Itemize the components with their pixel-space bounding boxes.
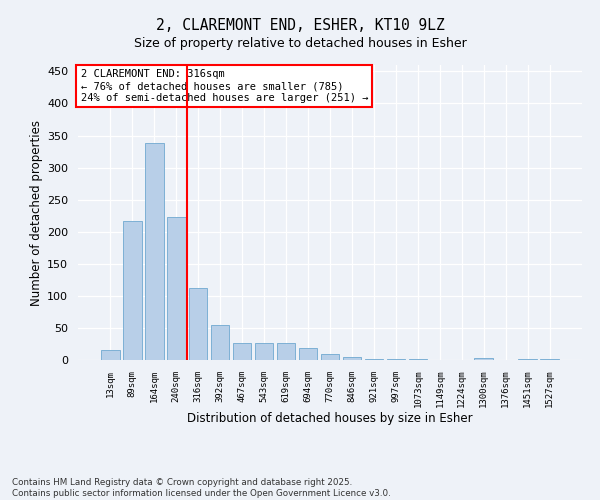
- Text: Contains HM Land Registry data © Crown copyright and database right 2025.
Contai: Contains HM Land Registry data © Crown c…: [12, 478, 391, 498]
- Bar: [101, 350, 119, 360]
- X-axis label: Distribution of detached houses by size in Esher: Distribution of detached houses by size …: [187, 412, 473, 424]
- Bar: [145, 142, 164, 360]
- Bar: [343, 357, 361, 360]
- Bar: [167, 217, 185, 360]
- Text: Size of property relative to detached houses in Esher: Size of property relative to detached ho…: [134, 38, 466, 51]
- Bar: [255, 344, 274, 360]
- Y-axis label: Number of detached properties: Number of detached properties: [30, 120, 43, 306]
- Bar: [123, 222, 142, 360]
- Bar: [320, 354, 340, 360]
- Bar: [475, 358, 493, 360]
- Text: 2, CLAREMONT END, ESHER, KT10 9LZ: 2, CLAREMONT END, ESHER, KT10 9LZ: [155, 18, 445, 32]
- Bar: [541, 358, 559, 360]
- Bar: [365, 358, 383, 360]
- Bar: [518, 358, 537, 360]
- Text: 2 CLAREMONT END: 316sqm
← 76% of detached houses are smaller (785)
24% of semi-d: 2 CLAREMONT END: 316sqm ← 76% of detache…: [80, 70, 368, 102]
- Bar: [277, 344, 295, 360]
- Bar: [233, 342, 251, 360]
- Bar: [189, 288, 208, 360]
- Bar: [211, 326, 229, 360]
- Bar: [299, 348, 317, 360]
